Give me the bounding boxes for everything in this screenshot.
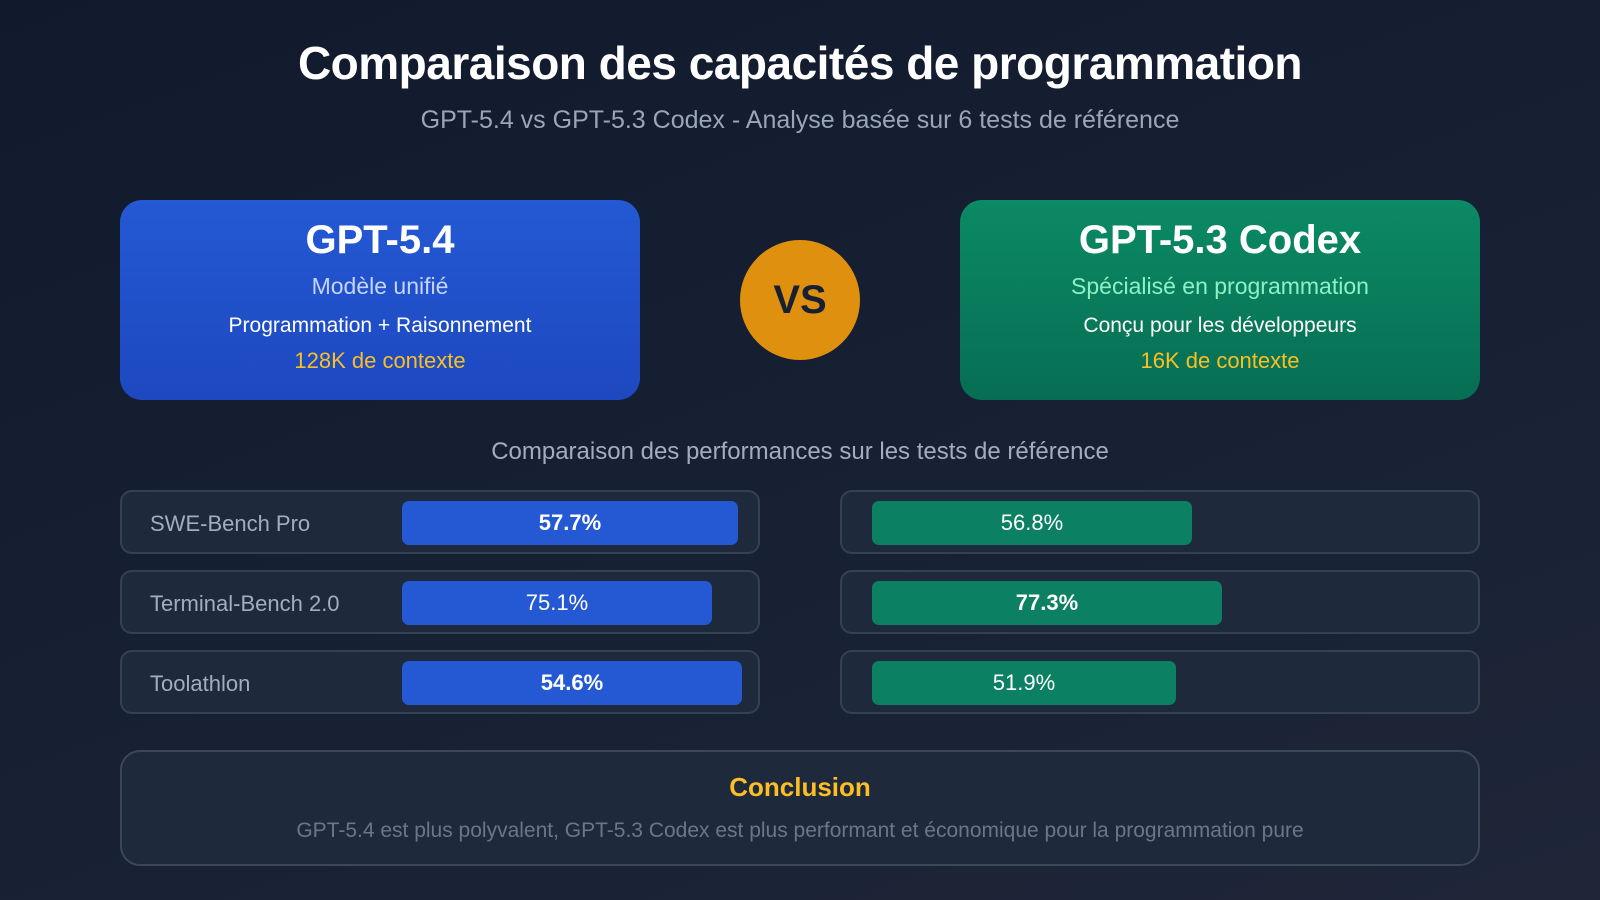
conclusion-text: GPT-5.4 est plus polyvalent, GPT-5.3 Cod…	[296, 819, 1304, 842]
conclusion-title: Conclusion	[729, 772, 871, 802]
benchmark-name: Toolathlon	[150, 671, 251, 696]
model-description: Spécialisé en programmation	[1071, 273, 1369, 299]
benchmark-row-gpt54: SWE-Bench Pro 57.7%	[120, 490, 760, 554]
score-bar: 77.3%	[872, 581, 1222, 625]
conclusion-box: Conclusion GPT-5.4 est plus polyvalent, …	[120, 750, 1480, 866]
page-title: Comparaison des capacités de programmati…	[297, 37, 1303, 89]
model-context: 16K de contexte	[1140, 348, 1300, 373]
model-card-codex: GPT-5.3 Codex Spécialisé en programmatio…	[960, 200, 1480, 400]
model-name: GPT-5.4	[305, 218, 455, 262]
benchmark-name: SWE-Bench Pro	[150, 511, 311, 536]
score-bar: 57.7%	[402, 501, 738, 545]
model-features: Conçu pour les développeurs	[1083, 314, 1357, 337]
benchmark-row-codex: 51.9%	[840, 650, 1480, 714]
model-features: Programmation + Raisonnement	[228, 314, 532, 337]
benchmark-row-gpt54: Toolathlon 54.6%	[120, 650, 760, 714]
model-description: Modèle unifié	[311, 273, 449, 299]
page-subtitle: GPT-5.4 vs GPT-5.3 Codex - Analyse basée…	[420, 106, 1180, 134]
model-card-gpt54: GPT-5.4 Modèle unifié Programmation + Ra…	[120, 200, 640, 400]
score-bar: 56.8%	[872, 501, 1192, 545]
benchmark-row-codex: 77.3%	[840, 570, 1480, 634]
vs-badge: VS	[740, 240, 860, 360]
model-context: 128K de contexte	[294, 348, 466, 373]
benchmark-row-codex: 56.8%	[840, 490, 1480, 554]
score-bar: 75.1%	[402, 581, 712, 625]
section-title: Comparaison des performances sur les tes…	[491, 438, 1109, 465]
benchmark-row-gpt54: Terminal-Bench 2.0 75.1%	[120, 570, 760, 634]
benchmark-name: Terminal-Bench 2.0	[150, 591, 340, 616]
score-bar: 54.6%	[402, 661, 742, 705]
model-name: GPT-5.3 Codex	[1078, 218, 1362, 262]
score-bar: 51.9%	[872, 661, 1176, 705]
